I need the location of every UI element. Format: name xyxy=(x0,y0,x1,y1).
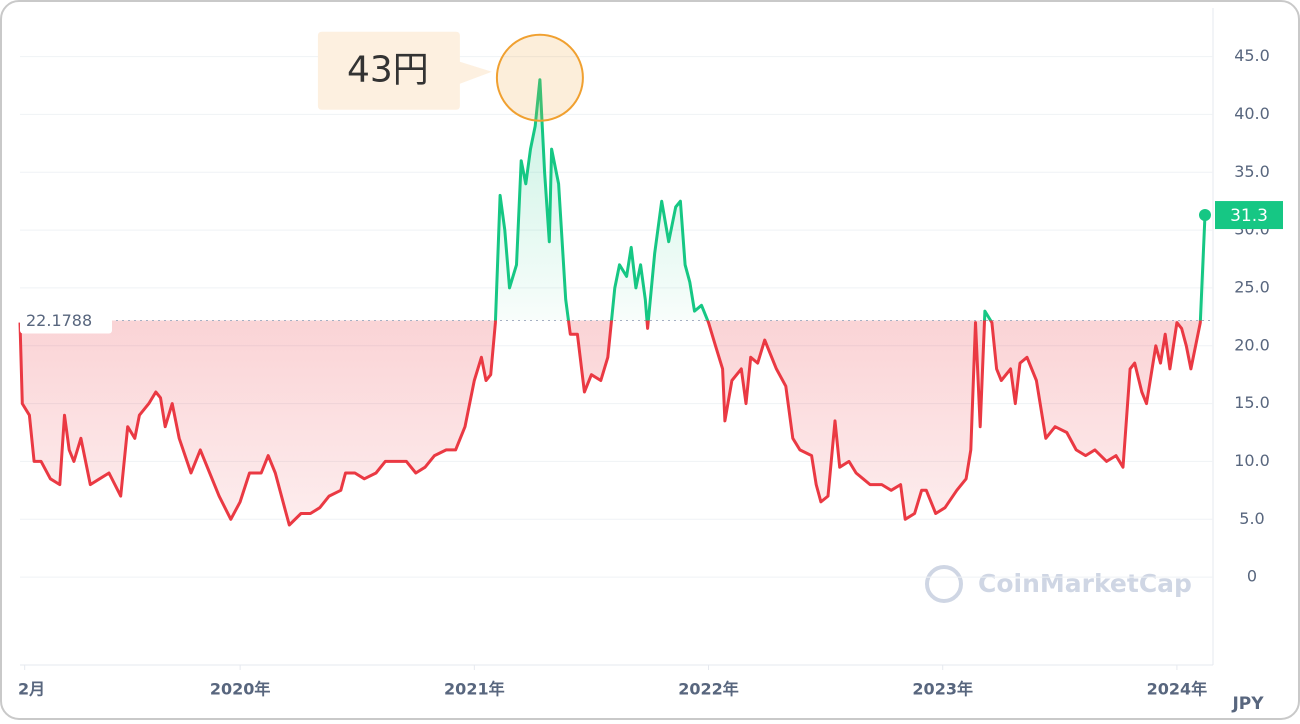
y-tick-label: 10.0 xyxy=(1234,451,1270,470)
y-tick-label: 5.0 xyxy=(1239,509,1264,528)
line xyxy=(18,78,1207,527)
price-tag-label: 31.3 xyxy=(1230,206,1268,226)
annotation-text: 43円 xyxy=(347,50,429,91)
y-tick-label: 35.0 xyxy=(1234,162,1270,181)
x-tick-label: 2022年 xyxy=(678,680,739,699)
last-point xyxy=(1199,209,1211,222)
x-tick-label: 2020年 xyxy=(210,680,271,699)
y-tick-label: 25.0 xyxy=(1234,277,1270,296)
x-tick-label: 2023年 xyxy=(912,680,973,699)
watermark: CoinMarketCap xyxy=(925,565,1192,603)
y-tick-label: 0 xyxy=(1247,567,1257,586)
x-tick-label: 2024年 xyxy=(1147,680,1208,699)
y-tick-label: 40.0 xyxy=(1234,104,1270,123)
x-tick-label: 2月 xyxy=(18,680,45,699)
baseline-label-bg xyxy=(20,307,112,334)
watermark-text: CoinMarketCap xyxy=(978,569,1192,598)
annotation-box xyxy=(317,31,492,110)
peak-highlight xyxy=(495,33,584,122)
currency-label: JPY xyxy=(1231,694,1264,714)
y-tick-label: 15.0 xyxy=(1234,393,1270,412)
y-tick-label: 20.0 xyxy=(1234,335,1270,354)
area xyxy=(20,79,1205,525)
baseline-label: 22.1788 xyxy=(26,311,92,330)
x-tick-label: 2021年 xyxy=(444,680,505,699)
price-tag xyxy=(1215,201,1283,230)
y-tick-label: 45.0 xyxy=(1234,46,1270,65)
watermark-logo xyxy=(925,565,963,603)
